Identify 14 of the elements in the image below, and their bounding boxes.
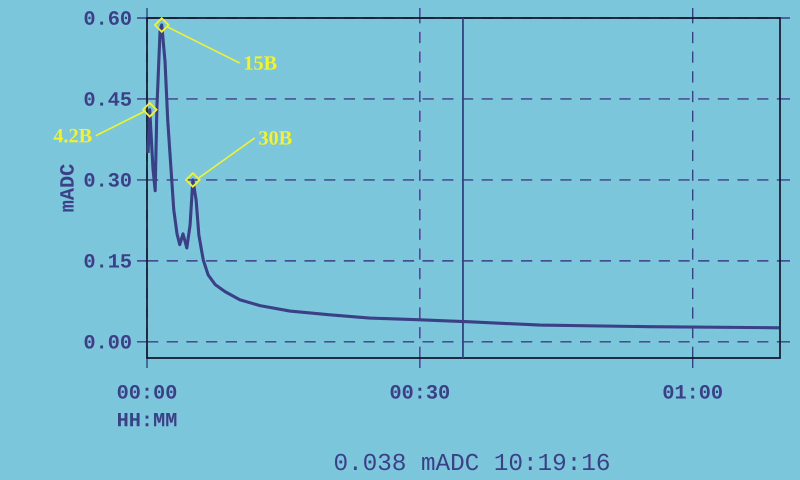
x-tick-label: 00:00 bbox=[118, 384, 176, 399]
x-tick-label: 01:00 bbox=[663, 384, 722, 399]
x-axis-title: HH:MM bbox=[118, 412, 176, 426]
text: 0.038 mADC 10:19:16 bbox=[334, 454, 609, 470]
annotation: 15B bbox=[244, 56, 277, 70]
y-tick-label: 0.45 bbox=[84, 92, 131, 106]
y-tick-label: 0.00 bbox=[84, 334, 131, 349]
y-axis-title: mADC bbox=[60, 164, 74, 212]
annotation: 30B bbox=[259, 131, 292, 145]
x-tick-label: 00:30 bbox=[390, 384, 450, 399]
annotation: 4.2B bbox=[54, 128, 92, 143]
y-tick-label: 0.60 bbox=[84, 11, 131, 25]
y-tick-label: 0.30 bbox=[84, 173, 131, 187]
y-tick-label: 0.15 bbox=[84, 254, 131, 268]
